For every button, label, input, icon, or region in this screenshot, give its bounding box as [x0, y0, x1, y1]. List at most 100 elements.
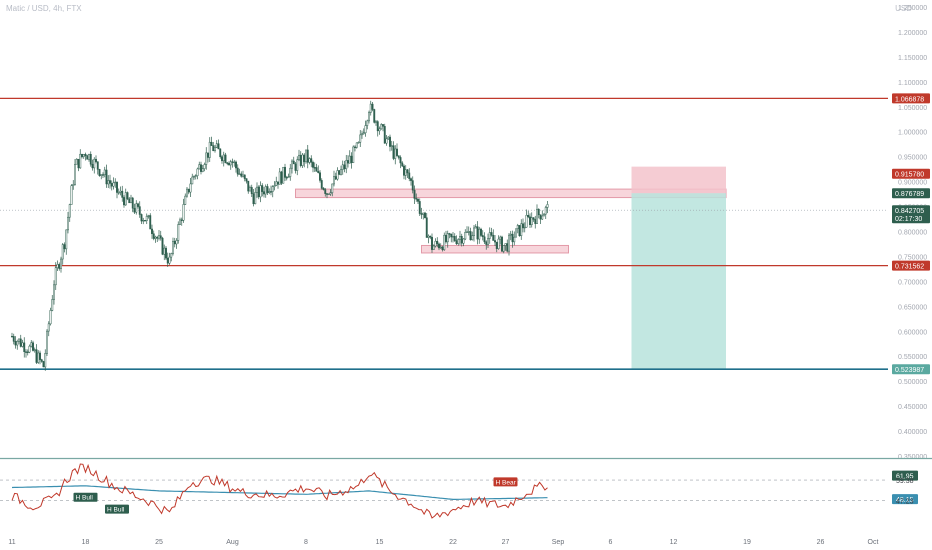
- price-tick-label: 0.950000: [898, 155, 927, 162]
- price-tick-label: 0.500000: [898, 379, 927, 386]
- candle-body: [240, 173, 243, 177]
- price-tick-label: 0.400000: [898, 429, 927, 436]
- candle-body: [396, 148, 398, 156]
- candle-body: [19, 338, 22, 347]
- candle-body: [226, 162, 229, 164]
- candle-body: [16, 341, 19, 346]
- candle-body: [142, 220, 145, 222]
- rsi-axis-label: 47.23: [896, 499, 914, 506]
- candle-body: [44, 353, 47, 368]
- candle-body: [466, 231, 468, 233]
- candle-body: [84, 154, 87, 156]
- candle-body: [429, 235, 432, 238]
- candle-body: [121, 190, 124, 198]
- candle-body: [26, 351, 29, 353]
- candle-body: [348, 155, 351, 164]
- candle-body: [315, 167, 318, 172]
- candle-body: [345, 160, 348, 170]
- candle-body: [285, 177, 288, 179]
- price-tick-label: 1.050000: [898, 105, 927, 112]
- candle-body: [501, 236, 503, 252]
- candle-body: [537, 208, 540, 216]
- price-label-value: 1.066878: [895, 96, 924, 103]
- candle-body: [441, 246, 444, 251]
- candle-body: [112, 182, 115, 187]
- candle-body: [478, 228, 481, 240]
- candle-body: [399, 157, 402, 164]
- price-label-value: 0.876789: [895, 191, 924, 198]
- candle-body: [546, 204, 549, 208]
- candle-body: [343, 164, 346, 170]
- candle-body: [219, 148, 222, 157]
- candle-body: [516, 225, 519, 230]
- candle-body: [392, 145, 395, 159]
- candle-body: [56, 264, 59, 268]
- candle-body: [88, 154, 90, 160]
- candle-body: [361, 133, 363, 136]
- candle-body: [404, 169, 407, 176]
- candle-body: [298, 154, 300, 160]
- candle-body: [443, 234, 446, 251]
- candle-body: [322, 187, 325, 190]
- stop-loss-area[interactable]: [631, 166, 727, 194]
- candle-body: [432, 245, 435, 250]
- candle-body: [387, 136, 390, 140]
- candle-body: [205, 152, 208, 165]
- candle-body: [474, 226, 477, 229]
- candle-body: [89, 154, 92, 165]
- candle-body: [480, 228, 482, 236]
- candle-body: [509, 233, 512, 236]
- candle-body: [383, 126, 386, 144]
- candle-body: [231, 161, 234, 163]
- candle-body: [144, 220, 146, 222]
- candle-body: [98, 169, 101, 176]
- price-label-box: [892, 168, 930, 179]
- candle-body: [261, 185, 264, 192]
- take-profit-area[interactable]: [631, 193, 727, 370]
- candle-body: [221, 156, 223, 162]
- candle-body: [159, 235, 162, 239]
- candle-body: [497, 238, 500, 249]
- candle-body: [203, 164, 206, 169]
- candle-body: [336, 170, 339, 180]
- candle-body: [273, 185, 276, 187]
- candle-body: [324, 189, 327, 194]
- candle-body: [32, 342, 34, 351]
- candle-body: [25, 351, 27, 353]
- candle-body: [116, 181, 118, 193]
- candle-body: [425, 217, 428, 238]
- candle-body: [424, 212, 426, 218]
- candle-body: [544, 207, 547, 215]
- candle-body: [431, 236, 433, 250]
- candle-body: [469, 231, 472, 241]
- candle-body: [166, 257, 169, 264]
- candle-body: [35, 349, 38, 363]
- candle-body: [287, 176, 290, 178]
- candle-body: [310, 158, 313, 163]
- candle-body: [329, 192, 332, 195]
- candle-body: [306, 149, 309, 163]
- candle-body: [33, 349, 36, 351]
- price-axis: 1.250000 1.200000 1.150000 1.100000 1.050000…: [898, 5, 927, 461]
- candle-body: [459, 236, 461, 240]
- time-tick-label: 12: [670, 539, 678, 546]
- candle-body: [77, 158, 80, 169]
- rsi-line[interactable]: [11, 463, 548, 519]
- candle-body: [362, 132, 365, 135]
- candle-body: [357, 141, 360, 144]
- candle-body: [270, 191, 272, 193]
- candle-body: [536, 208, 538, 224]
- time-tick-label: 26: [817, 539, 825, 546]
- candle-body: [394, 148, 397, 159]
- rsi-ma-line[interactable]: [11, 485, 548, 500]
- candle-body: [268, 191, 271, 193]
- candle-body: [147, 215, 150, 217]
- candle-body: [471, 235, 474, 241]
- candle-body: [418, 201, 421, 214]
- candle-body: [271, 186, 274, 192]
- candle-body: [508, 234, 510, 252]
- time-tick-label: 18: [82, 539, 90, 546]
- candle-body: [229, 161, 232, 166]
- candle-body: [403, 165, 405, 176]
